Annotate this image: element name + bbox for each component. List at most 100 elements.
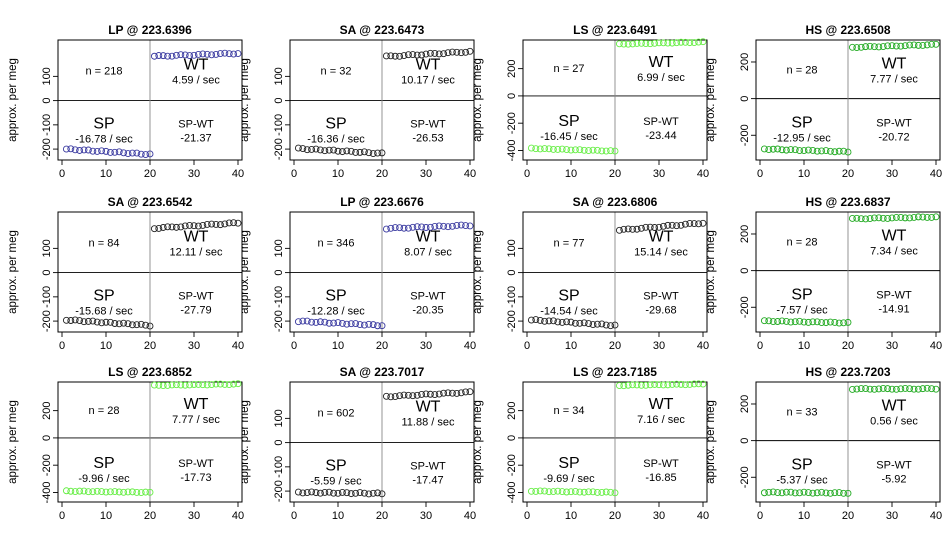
wt-data-point [875, 385, 883, 393]
sp-label: SP [791, 456, 812, 473]
sp-data-point [611, 489, 619, 497]
sp-data-point [593, 488, 601, 496]
wt-data-point [866, 385, 874, 393]
sp-data-point [765, 488, 773, 496]
sp-data-point [102, 488, 110, 496]
sp-data-point [124, 488, 132, 496]
sp-data-point [142, 151, 150, 159]
y-tick-label: -100 [41, 286, 53, 308]
chart-title: SA @ 223.6542 [108, 195, 193, 209]
wt-rate-label: 10.17 / sec [401, 74, 455, 86]
sp-data-point [607, 147, 615, 155]
wt-data-point [190, 51, 198, 59]
chart-panel-8: HS @ 223.6837 approx. per meg -200 0 200 0 10 2… [705, 195, 942, 352]
sp-data-point [84, 317, 92, 325]
wt-data-point [673, 39, 681, 47]
wt-data-point [901, 42, 909, 50]
sp-data-point [549, 488, 557, 496]
sp-wt-label: SP-WT [178, 290, 214, 302]
wt-data-point [457, 49, 465, 57]
sp-data-point [541, 317, 549, 325]
sp-data-point [330, 489, 338, 497]
x-tick-label: 10 [798, 510, 810, 522]
y-axis-label: approx. per meg [239, 58, 251, 142]
wt-label: WT [416, 228, 441, 245]
wt-data-point [181, 51, 189, 59]
sp-data-point [598, 488, 606, 496]
sp-data-point [133, 321, 141, 329]
sp-wt-value: -21.37 [180, 132, 211, 144]
wt-rate-label: 8.07 / sec [404, 246, 452, 258]
sp-data-point [545, 145, 553, 153]
sp-data-point [585, 488, 593, 496]
wt-data-point [673, 222, 681, 230]
sp-data-point [360, 489, 368, 497]
sp-data-point [325, 319, 333, 327]
wt-data-point [875, 43, 883, 51]
wt-data-point [159, 382, 167, 390]
wt-data-point [177, 381, 185, 389]
sp-data-point [378, 490, 386, 498]
wt-data-point [440, 50, 448, 58]
wt-rate-label: 0.56 / sec [870, 415, 918, 427]
sp-data-point [532, 316, 540, 324]
sp-label: SP [93, 115, 114, 132]
y-axis-label: approx. per meg [472, 400, 484, 484]
x-tick-label: 40 [697, 510, 709, 522]
wt-data-point [681, 381, 689, 389]
sp-data-point [602, 488, 610, 496]
wt-data-point [181, 381, 189, 389]
wt-label: WT [649, 54, 674, 71]
y-tick-label: 100 [273, 409, 285, 427]
sp-data-point [338, 148, 346, 156]
wt-data-point [857, 385, 865, 392]
sp-data-point [558, 488, 566, 496]
wt-data-point [857, 215, 865, 223]
x-tick-label: 10 [100, 168, 112, 180]
sp-data-point [563, 488, 571, 496]
sp-data-point [598, 320, 606, 328]
sp-label: SP [791, 286, 812, 303]
wt-label: WT [649, 228, 674, 245]
wt-data-point [413, 391, 421, 399]
sp-data-point [791, 318, 799, 326]
wt-data-point [624, 381, 632, 389]
chart-title: HS @ 223.7203 [805, 365, 890, 379]
sp-data-point [611, 321, 619, 329]
sp-rate-label: -5.37 / sec [776, 474, 828, 486]
chart-title: LS @ 223.6852 [108, 365, 192, 379]
wt-data-point [155, 381, 163, 389]
wt-label: WT [184, 56, 209, 73]
wt-data-point [646, 223, 654, 231]
sp-data-point [80, 487, 88, 495]
n-count-label: n = 84 [89, 237, 120, 249]
sp-rate-label: -15.68 / sec [75, 305, 133, 317]
wt-data-point [677, 380, 685, 388]
n-count-label: n = 28 [787, 64, 818, 76]
wt-data-point [866, 215, 874, 223]
x-tick-label: 40 [232, 340, 244, 352]
wt-data-point [686, 381, 694, 388]
wt-data-point [659, 39, 667, 47]
y-tick-label: 0 [739, 96, 751, 102]
sp-data-point [347, 320, 355, 328]
n-count-label: n = 27 [554, 63, 585, 75]
wt-data-point [919, 385, 927, 393]
sp-rate-label: -16.78 / sec [75, 133, 133, 145]
wt-data-point [234, 380, 242, 388]
wt-rate-label: 7.16 / sec [637, 414, 685, 426]
wt-data-point [448, 222, 456, 230]
chart-title: HS @ 223.6508 [805, 23, 890, 37]
sp-data-point [111, 148, 119, 156]
wt-data-point [418, 390, 426, 398]
wt-data-point [923, 384, 931, 392]
y-axis-label: approx. per meg [239, 230, 251, 314]
sp-rate-label: -16.36 / sec [307, 133, 365, 145]
sp-data-point [774, 145, 782, 153]
n-count-label: n = 33 [787, 406, 818, 418]
sp-data-point [800, 147, 808, 154]
sp-data-point [347, 147, 355, 155]
sp-data-point [769, 318, 777, 326]
n-count-label: n = 32 [321, 65, 352, 77]
sp-data-point [760, 317, 768, 325]
